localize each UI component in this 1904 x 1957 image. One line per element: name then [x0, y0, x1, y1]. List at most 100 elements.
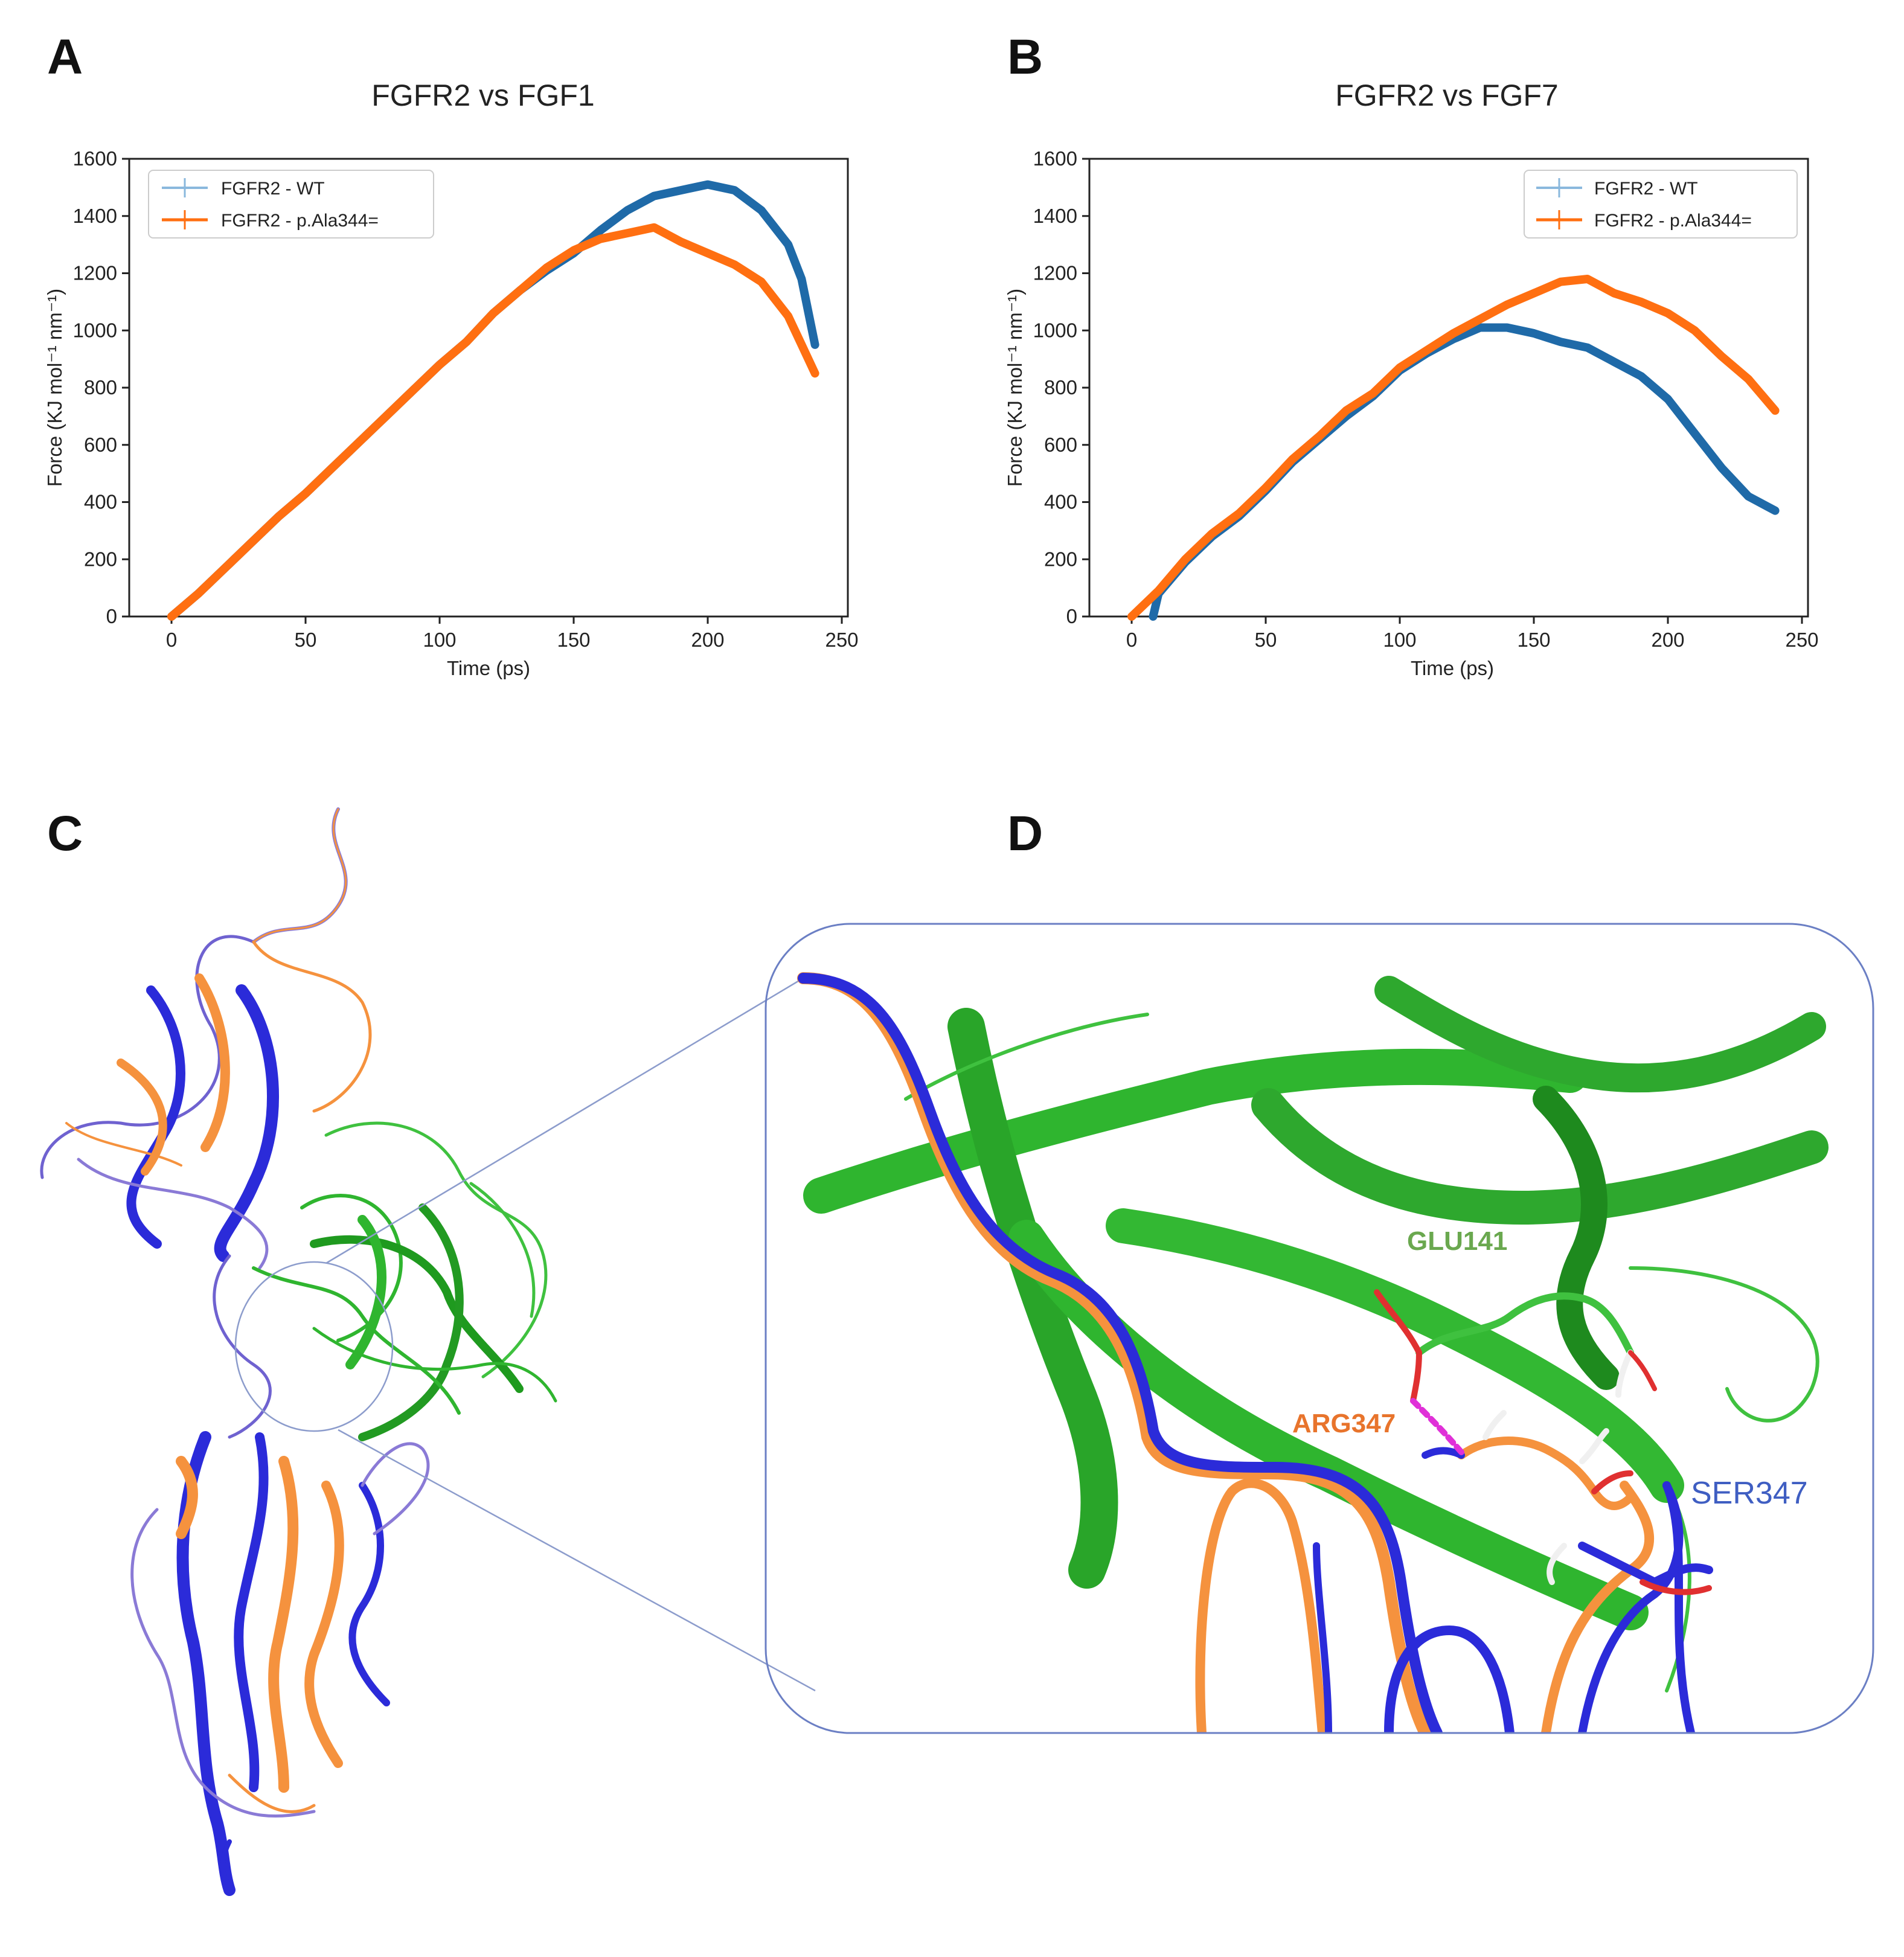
data-point: [731, 261, 738, 268]
x-tick-label: 100: [423, 629, 456, 651]
x-tick-label: 200: [1651, 629, 1684, 651]
data-point: [1343, 407, 1350, 414]
data-point: [517, 287, 524, 293]
interaction-closeup: GLU141 ARG347 SER347: [764, 923, 1874, 1734]
data-point: [1718, 464, 1725, 471]
y-tick-label: 400: [84, 491, 117, 513]
data-point: [1611, 359, 1618, 365]
fgfr2-lower-domain: [130, 1254, 430, 1896]
data-point: [1370, 390, 1376, 397]
data-point: [1772, 407, 1778, 414]
x-tick-label: 0: [1126, 629, 1137, 651]
data-point: [1691, 327, 1698, 334]
data-point: [1289, 456, 1296, 463]
zoom-line-bottom: [338, 1429, 816, 1692]
data-point: [1477, 324, 1484, 331]
data-point: [1397, 364, 1403, 371]
data-point: [1584, 344, 1591, 351]
data-point: [543, 264, 550, 271]
data-point: [1504, 301, 1510, 308]
y-tick-label: 1000: [1033, 319, 1077, 341]
data-point: [798, 275, 805, 282]
x-axis-label: Time (ps): [1411, 657, 1494, 679]
data-point: [678, 187, 684, 194]
data-point: [1531, 330, 1537, 336]
data-point: [437, 362, 443, 368]
data-point: [1423, 347, 1430, 354]
data-point: [624, 207, 630, 214]
data-point: [1557, 339, 1564, 345]
x-ticks: 0 50 100 150 200 250: [166, 617, 859, 651]
fgf-ligand: [252, 1121, 557, 1441]
data-point: [1182, 556, 1188, 563]
y-tick-label: 800: [84, 376, 117, 399]
data-point: [798, 341, 805, 348]
series-line-wt: [167, 180, 819, 621]
data-point: [571, 247, 577, 254]
legend-box: [148, 170, 434, 239]
data-point: [463, 339, 470, 345]
series-group: [1127, 275, 1780, 621]
data-point: [1772, 507, 1778, 514]
data-point: [812, 341, 818, 348]
legend: FGFR2 - WT FGFR2 - p.Ala344=: [148, 170, 434, 239]
data-point: [329, 464, 336, 471]
data-point: [597, 235, 604, 242]
y-axis-label: Force (KJ mol⁻¹ nm⁻¹): [43, 289, 66, 487]
data-point: [1638, 298, 1644, 305]
data-point: [758, 278, 764, 285]
data-point: [1665, 310, 1671, 316]
protein-complex-overview: [40, 807, 816, 1896]
data-point: [383, 413, 389, 420]
x-tick-label: 200: [691, 629, 724, 651]
x-tick-label: 150: [557, 629, 590, 651]
data-point: [168, 613, 175, 620]
data-point: [597, 227, 604, 234]
residue-label-glu141: GLU141: [1407, 1226, 1507, 1256]
x-tick-label: 100: [1383, 629, 1416, 651]
y-tick-label: 400: [1044, 491, 1077, 513]
closeup-ribbons: [766, 924, 1873, 1733]
y-tick-label: 1200: [73, 262, 117, 284]
data-point: [1584, 275, 1591, 282]
data-point: [1691, 430, 1698, 437]
y-tick-label: 1200: [1033, 262, 1077, 284]
y-ticks: 0 200 400 600 800 1000 1200 1400 1600: [73, 147, 129, 627]
data-point: [1316, 433, 1322, 440]
y-tick-label: 1400: [73, 205, 117, 227]
y-ticks: 0 200 400 600 800 1000 1200 1400 1600: [1033, 147, 1089, 627]
data-point: [1504, 324, 1510, 331]
chart-title: FGFR2 vs FGF1: [371, 78, 594, 112]
data-point: [303, 490, 309, 497]
data-point: [812, 370, 818, 377]
data-point: [1129, 613, 1135, 620]
data-point: [1155, 588, 1162, 594]
x-ticks: 0 50 100 150 200 250: [1126, 617, 1819, 651]
zoom-frame: [764, 923, 1874, 1734]
data-point: [1638, 373, 1644, 380]
data-point: [624, 230, 630, 237]
data-point: [705, 250, 711, 257]
series-line-wt: [1149, 323, 1780, 621]
x-tick-label: 250: [825, 629, 858, 651]
data-point: [1209, 530, 1216, 537]
series-line-mutant: [167, 223, 819, 621]
y-tick-label: 600: [84, 434, 117, 456]
data-point: [1150, 613, 1156, 620]
y-tick-label: 1000: [73, 319, 117, 341]
fgfr2-upper-domain: [40, 807, 372, 1270]
data-point: [1450, 330, 1457, 336]
data-point: [356, 439, 362, 446]
legend: FGFR2 - WT FGFR2 - p.Ala344=: [1524, 170, 1798, 239]
residue-label-arg347: ARG347: [1292, 1409, 1396, 1438]
panel-letter-a: A: [47, 30, 83, 85]
zoom-line-top: [325, 977, 804, 1264]
y-tick-label: 1600: [1033, 147, 1077, 170]
panel-letter-c: C: [47, 806, 83, 861]
data-point: [1477, 316, 1484, 322]
data-point: [785, 242, 792, 248]
data-point: [1263, 484, 1269, 491]
chart-a: FGFR2 vs FGF1 02004006008001000120014001…: [43, 78, 859, 679]
y-tick-label: 1400: [1033, 205, 1077, 227]
x-tick-label: 150: [1517, 629, 1550, 651]
